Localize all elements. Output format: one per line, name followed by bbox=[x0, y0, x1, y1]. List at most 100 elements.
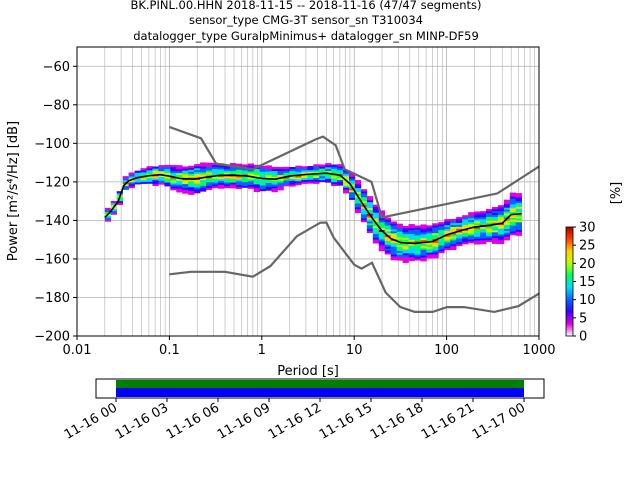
heatmap-cell bbox=[450, 222, 457, 226]
heatmap-cell bbox=[223, 185, 231, 189]
psd-heatmap bbox=[104, 162, 523, 263]
heatmap-cell bbox=[503, 222, 511, 226]
heatmap-cell bbox=[170, 188, 177, 191]
heatmap-cell bbox=[414, 231, 421, 234]
heatmap-cell bbox=[509, 194, 517, 197]
heatmap-cell bbox=[456, 224, 463, 227]
heatmap-cell bbox=[480, 236, 487, 239]
heatmap-cell bbox=[402, 251, 409, 254]
heatmap-cell bbox=[414, 240, 421, 244]
heatmap-cell bbox=[485, 214, 493, 217]
heatmap-cell bbox=[408, 227, 415, 231]
heatmap-cell bbox=[152, 168, 159, 171]
heatmap-cell bbox=[372, 227, 380, 231]
heatmap-cell bbox=[474, 217, 481, 220]
heatmap-cell bbox=[110, 210, 118, 213]
heatmap-cell bbox=[390, 236, 397, 240]
heatmap-cell bbox=[295, 175, 302, 178]
heatmap-cell bbox=[491, 239, 499, 242]
heatmap-cell bbox=[372, 212, 380, 215]
heatmap-cell bbox=[217, 184, 225, 187]
heatmap-cell bbox=[325, 163, 332, 166]
heatmap-cell bbox=[444, 222, 451, 226]
heatmap-cell bbox=[277, 188, 284, 191]
heatmap-cell bbox=[497, 216, 505, 219]
heatmap-cell bbox=[176, 186, 183, 189]
heatmap-cell bbox=[206, 164, 213, 167]
heatmap-cell bbox=[212, 168, 219, 171]
heatmap-cell bbox=[378, 247, 386, 250]
heatmap-cell bbox=[485, 230, 493, 233]
heatmap-cell bbox=[408, 256, 415, 260]
heatmap-cell bbox=[235, 175, 243, 178]
heatmap-cell bbox=[176, 170, 183, 174]
heatmap-cell bbox=[497, 209, 505, 212]
heatmap-cell bbox=[515, 202, 523, 206]
heatmap-cell bbox=[462, 232, 469, 235]
heatmap-cell bbox=[247, 169, 255, 172]
heatmap-cell bbox=[366, 223, 374, 226]
timeline-tick-label: 11-16 12 bbox=[266, 400, 324, 442]
heatmap-cell bbox=[301, 179, 308, 182]
heatmap-cell bbox=[426, 236, 433, 240]
heatmap-cell bbox=[497, 220, 505, 223]
heatmap-cell bbox=[307, 169, 314, 173]
heatmap-cell bbox=[372, 204, 380, 207]
heatmap-cell bbox=[182, 179, 189, 183]
heatmap-cell bbox=[408, 251, 415, 254]
heatmap-cell bbox=[128, 180, 135, 183]
heatmap-cell bbox=[348, 182, 356, 185]
heatmap-cell bbox=[134, 174, 141, 177]
heatmap-cell bbox=[360, 220, 368, 223]
heatmap-cell bbox=[485, 228, 493, 231]
heatmap-cell bbox=[438, 227, 445, 231]
heatmap-cell bbox=[509, 196, 517, 199]
heatmap-cell bbox=[450, 230, 457, 233]
heatmap-cell bbox=[497, 237, 505, 241]
heatmap-cell bbox=[485, 237, 493, 241]
heatmap-cell bbox=[468, 216, 475, 219]
heatmap-cell bbox=[235, 171, 243, 174]
heatmap-cell bbox=[420, 235, 427, 239]
heatmap-cell bbox=[438, 225, 445, 229]
heatmap-cell bbox=[110, 212, 118, 215]
heatmap-cell bbox=[426, 248, 433, 251]
heatmap-cell bbox=[354, 207, 362, 210]
heatmap-cell bbox=[206, 187, 213, 190]
chart-title-line-1: BK.PINL.00.HHN 2018-11-15 -- 2018-11-16 … bbox=[130, 0, 481, 12]
mean-psd-line bbox=[104, 172, 522, 245]
heatmap-cell bbox=[223, 176, 231, 179]
heatmap-cell bbox=[474, 242, 481, 245]
heatmap-cell bbox=[396, 229, 403, 232]
heatmap-cell bbox=[354, 191, 362, 194]
heatmap-cell bbox=[259, 173, 266, 176]
heatmap-cell bbox=[354, 185, 362, 189]
heatmap-cell bbox=[515, 208, 523, 211]
heatmap-cell bbox=[325, 176, 332, 179]
heatmap-cell bbox=[128, 174, 135, 177]
heatmap-cell bbox=[468, 221, 475, 225]
heatmap-cell bbox=[307, 175, 314, 178]
chart-title-line-2: sensor_type CMG-3T sensor_sn T310034 bbox=[189, 13, 423, 27]
heatmap-cell bbox=[110, 202, 118, 206]
heatmap-cell bbox=[408, 245, 415, 248]
heatmap-cell bbox=[402, 226, 409, 229]
heatmap-cell bbox=[343, 185, 350, 188]
heatmap-cell bbox=[432, 252, 439, 255]
heatmap-cell bbox=[462, 222, 469, 226]
heatmap-cell bbox=[360, 189, 368, 192]
heatmap-cell bbox=[217, 178, 225, 181]
heatmap-cell bbox=[485, 212, 493, 216]
heatmap-cell bbox=[354, 199, 362, 202]
heatmap-cell bbox=[384, 238, 391, 242]
timeline-tick-label: 11-16 21 bbox=[419, 400, 477, 442]
heatmap-cell bbox=[331, 179, 338, 183]
heatmap-cell bbox=[503, 205, 511, 208]
heatmap-cell bbox=[206, 166, 213, 169]
heatmap-cell bbox=[480, 216, 487, 220]
heatmap-cell bbox=[217, 171, 225, 174]
heatmap-cell bbox=[325, 168, 332, 172]
heatmap-cell bbox=[432, 223, 439, 226]
heatmap-cell bbox=[390, 221, 397, 224]
heatmap-cell bbox=[450, 226, 457, 229]
